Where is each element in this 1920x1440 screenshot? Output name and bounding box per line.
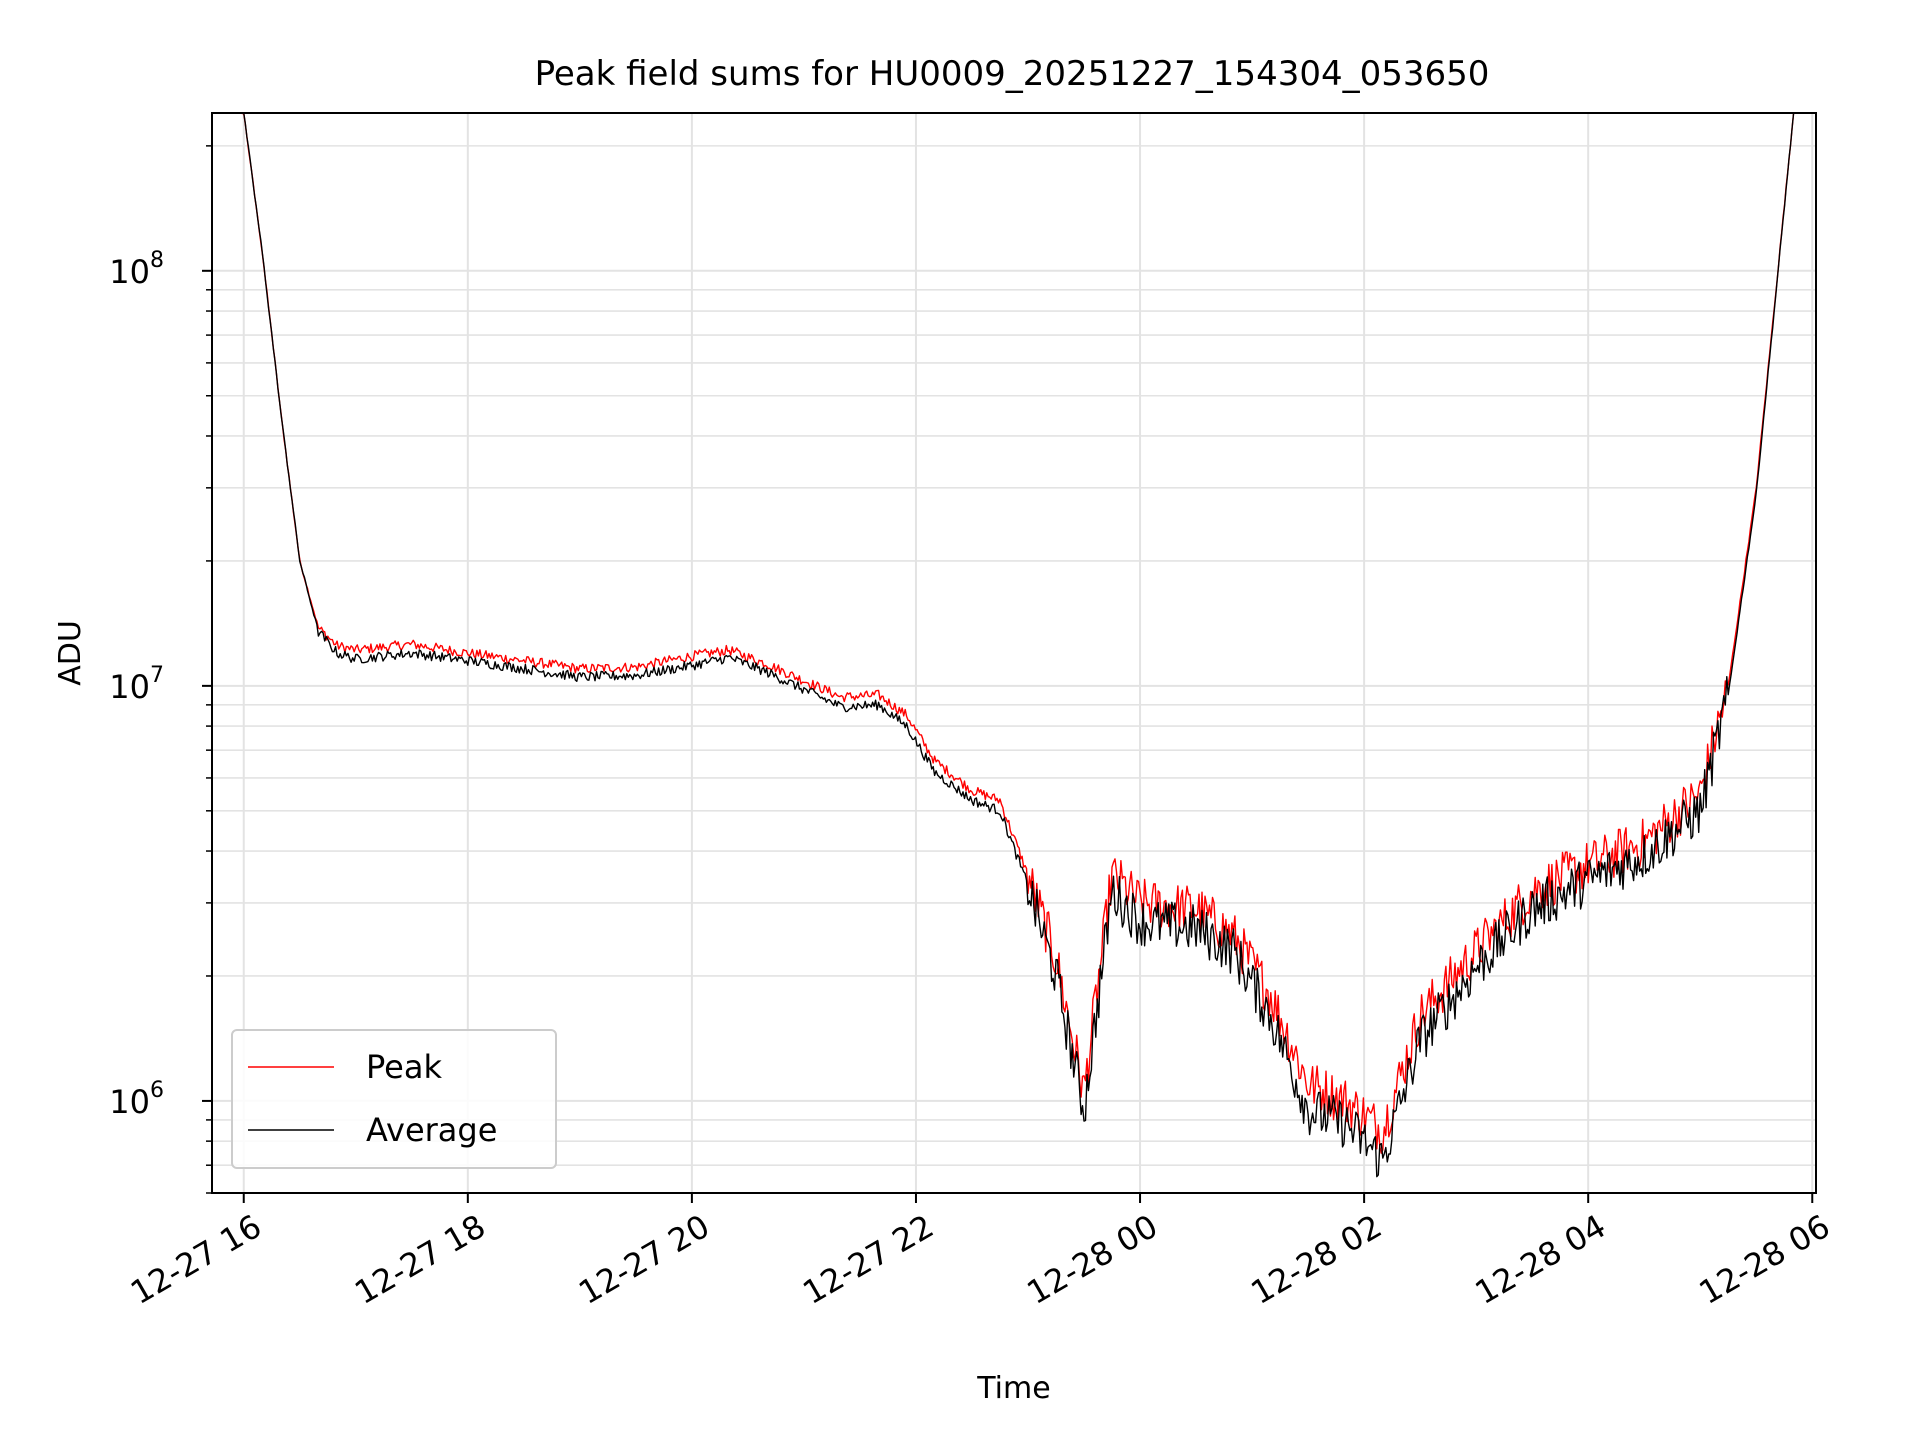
y-tick-label: 10 8 — [109, 248, 164, 291]
y-tick-base: 10 — [109, 1083, 150, 1121]
legend-label-average: Average — [366, 1111, 497, 1149]
plot-area-frame — [211, 112, 1817, 1194]
y-tick-base: 10 — [109, 668, 150, 706]
y-tick-label: 10 6 — [109, 1078, 164, 1121]
y-tick-exponent: 7 — [150, 663, 164, 688]
legend-label-peak: Peak — [366, 1048, 442, 1086]
y-axis-label: ADU — [53, 620, 88, 686]
grid — [212, 113, 1816, 1194]
series-line-average — [240, 113, 1795, 1178]
y-tick-base: 10 — [109, 253, 150, 291]
y-tick-exponent: 8 — [150, 248, 164, 273]
legend-box — [231, 1029, 557, 1169]
series-lines — [240, 113, 1795, 1178]
y-tick-label: 10 7 — [109, 663, 164, 706]
series-line-peak — [241, 113, 1795, 1154]
x-axis-label: Time — [976, 1371, 1050, 1406]
chart-title: Peak field sums for HU0009_20251227_1543… — [535, 54, 1490, 94]
legend: Peak Average — [231, 1029, 557, 1169]
y-tick-exponent: 6 — [150, 1078, 164, 1103]
